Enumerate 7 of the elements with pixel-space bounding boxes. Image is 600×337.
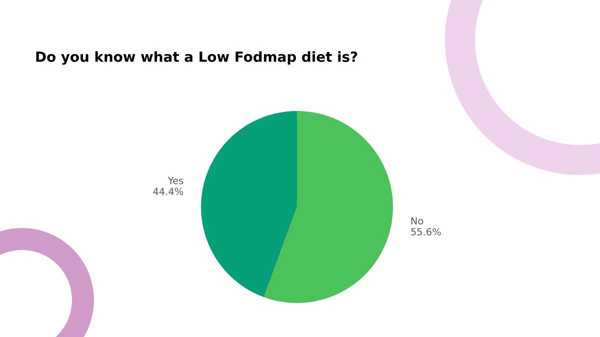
data-label: 44.4% — [153, 188, 184, 196]
pie-slice — [201, 111, 297, 298]
chart-title: Do you know what a Low Fodmap diet is? — [36, 51, 358, 65]
pie-slice — [264, 111, 393, 303]
slice-label: Yes — [168, 176, 184, 184]
data-label: 55.6% — [411, 228, 441, 236]
slice-label: No — [411, 217, 424, 225]
